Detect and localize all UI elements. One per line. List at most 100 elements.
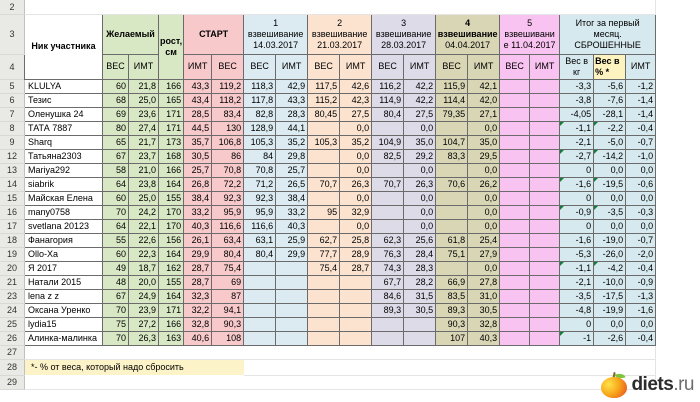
cell-w5-ves[interactable]	[499, 176, 531, 192]
cell-nick[interactable]: Я 2017	[24, 260, 103, 276]
cell-w3-imt[interactable]: 26,3	[403, 176, 437, 192]
cell-s-ves[interactable]: 118,2	[211, 92, 245, 108]
row-number[interactable]: 28	[0, 359, 25, 376]
cell-d-ves[interactable]: 69	[102, 106, 129, 122]
cell-d-ves[interactable]: 68	[102, 92, 129, 108]
cell-d-imt[interactable]: 27,4	[128, 120, 159, 136]
cell-w2-imt[interactable]: 27,5	[339, 106, 373, 122]
cell-w5-ves[interactable]	[499, 78, 531, 94]
cell-t-kg[interactable]: 0	[559, 218, 595, 234]
cell-w4-ves[interactable]: 114,4	[435, 92, 469, 108]
cell-w3-ves[interactable]	[371, 120, 405, 136]
cell-w1-ves[interactable]: 80,4	[243, 246, 277, 262]
cell-w2-imt[interactable]: 0,0	[339, 120, 373, 136]
cell-w4-imt[interactable]: 0,0	[467, 120, 501, 136]
cell-nick[interactable]: Натали 2015	[24, 274, 103, 290]
cell-w4-imt[interactable]: 31,0	[467, 288, 501, 304]
cell-w4-ves[interactable]	[435, 190, 469, 206]
cell-w2-ves[interactable]	[307, 218, 341, 234]
cell-d-imt[interactable]: 21,8	[128, 78, 159, 94]
cell-w4-ves[interactable]: 75,1	[435, 246, 469, 262]
cell-w4-ves[interactable]: 79,35	[435, 106, 469, 122]
cell-w1-ves[interactable]: 116,6	[243, 218, 277, 234]
cell-w1-ves[interactable]: 84	[243, 148, 277, 164]
cell-s-imt[interactable]: 26,8	[183, 176, 213, 192]
cell-w4-imt[interactable]: 25,4	[467, 232, 501, 248]
cell-w4-ves[interactable]	[435, 162, 469, 178]
cell-w4-imt[interactable]: 0,0	[467, 204, 501, 220]
cell-d-imt[interactable]: 23,6	[128, 106, 159, 122]
cell-w1-ves[interactable]	[243, 330, 277, 346]
cell-d-imt[interactable]: 25,0	[128, 190, 159, 206]
row-number[interactable]: 26	[0, 331, 25, 346]
cell-t-kg[interactable]: -5,3	[559, 246, 595, 262]
cell-h[interactable]: 166	[157, 78, 185, 94]
cell-s-ves[interactable]: 70,8	[211, 162, 245, 178]
cell-nick[interactable]: siabrik	[24, 176, 103, 192]
cell-t-pct[interactable]: -2,6	[593, 330, 627, 346]
cell-w1-imt[interactable]: 29,8	[275, 148, 309, 164]
cell-t-imt[interactable]: 0,0	[625, 162, 657, 178]
cell-w4-ves[interactable]	[435, 260, 469, 276]
cell-w1-ves[interactable]	[243, 274, 277, 290]
cell-w2-ves[interactable]	[307, 148, 341, 164]
cell-t-imt[interactable]: -1,4	[625, 92, 657, 108]
cell-t-imt[interactable]: -1,3	[625, 288, 657, 304]
cell-w5-imt[interactable]	[529, 218, 561, 234]
cell-s-ves[interactable]: 95,9	[211, 204, 245, 220]
cell-w3-imt[interactable]: 27,5	[403, 106, 437, 122]
cell-w1-ves[interactable]: 71,2	[243, 176, 277, 192]
cell-w3-ves[interactable]	[371, 330, 405, 346]
cell-d-ves[interactable]: 60	[102, 190, 129, 206]
cell-w3-imt[interactable]: 28,4	[403, 246, 437, 262]
cell-t-pct[interactable]: -2,2	[593, 120, 627, 136]
cell-d-ves[interactable]: 58	[102, 162, 129, 178]
cell-s-imt[interactable]: 28,5	[183, 106, 213, 122]
cell-h[interactable]: 163	[157, 330, 185, 346]
cell-d-imt[interactable]: 26,3	[128, 330, 159, 346]
row-number[interactable]: 23	[0, 289, 25, 304]
cell-d-ves[interactable]: 48	[102, 274, 129, 290]
cell-d-ves[interactable]: 70	[102, 330, 129, 346]
row-number[interactable]: 29	[0, 375, 25, 390]
cell-nick[interactable]: Sharq	[24, 134, 103, 150]
cell-w5-imt[interactable]	[529, 176, 561, 192]
cell-s-ves[interactable]: 69	[211, 274, 245, 290]
cell-s-ves[interactable]: 63,4	[211, 232, 245, 248]
cell-w1-ves[interactable]: 82,8	[243, 106, 277, 122]
cell-w5-imt[interactable]	[529, 246, 561, 262]
cell-s-ves[interactable]: 108	[211, 330, 245, 346]
cell-d-ves[interactable]: 60	[102, 78, 129, 94]
cell-w3-imt[interactable]: 29,2	[403, 148, 437, 164]
cell-w4-imt[interactable]: 35,0	[467, 134, 501, 150]
cell-w2-ves[interactable]: 62,7	[307, 232, 341, 248]
cell-w2-ves[interactable]: 77,7	[307, 246, 341, 262]
cell-w2-ves[interactable]	[307, 330, 341, 346]
row-number[interactable]: 4	[0, 54, 25, 80]
cell-w5-imt[interactable]	[529, 148, 561, 164]
cell-t-kg[interactable]: -4,8	[559, 302, 595, 318]
cell-w1-imt[interactable]: 35,2	[275, 134, 309, 150]
cell-w1-ves[interactable]: 63,1	[243, 232, 277, 248]
cell-w4-ves[interactable]: 70,6	[435, 176, 469, 192]
cell-w3-imt[interactable]: 28,3	[403, 260, 437, 276]
cell-w2-ves[interactable]	[307, 274, 341, 290]
cell-w5-ves[interactable]	[499, 218, 531, 234]
cell-w3-ves[interactable]: 116,2	[371, 78, 405, 94]
cell-w2-ves[interactable]: 95	[307, 204, 341, 220]
cell-w2-imt[interactable]: 26,3	[339, 176, 373, 192]
cell-w3-imt[interactable]: 30,5	[403, 302, 437, 318]
cell-t-imt[interactable]: 0,0	[625, 316, 657, 332]
cell-t-pct[interactable]: -3,5	[593, 204, 627, 220]
cell-s-ves[interactable]: 94,1	[211, 302, 245, 318]
cell-w2-imt[interactable]: 42,6	[339, 78, 373, 94]
cell-t-pct[interactable]: -28,1	[593, 106, 627, 122]
cell-s-ves[interactable]: 130	[211, 120, 245, 136]
cell-h[interactable]: 170	[157, 204, 185, 220]
cell-w4-imt[interactable]: 30,5	[467, 302, 501, 318]
cell-w2-imt[interactable]: 35,2	[339, 134, 373, 150]
cell-nick[interactable]: many0758	[24, 204, 103, 220]
cell-t-pct[interactable]: -26,0	[593, 246, 627, 262]
cell-w2-imt[interactable]: 42,3	[339, 92, 373, 108]
cell-w1-ves[interactable]: 128,9	[243, 120, 277, 136]
